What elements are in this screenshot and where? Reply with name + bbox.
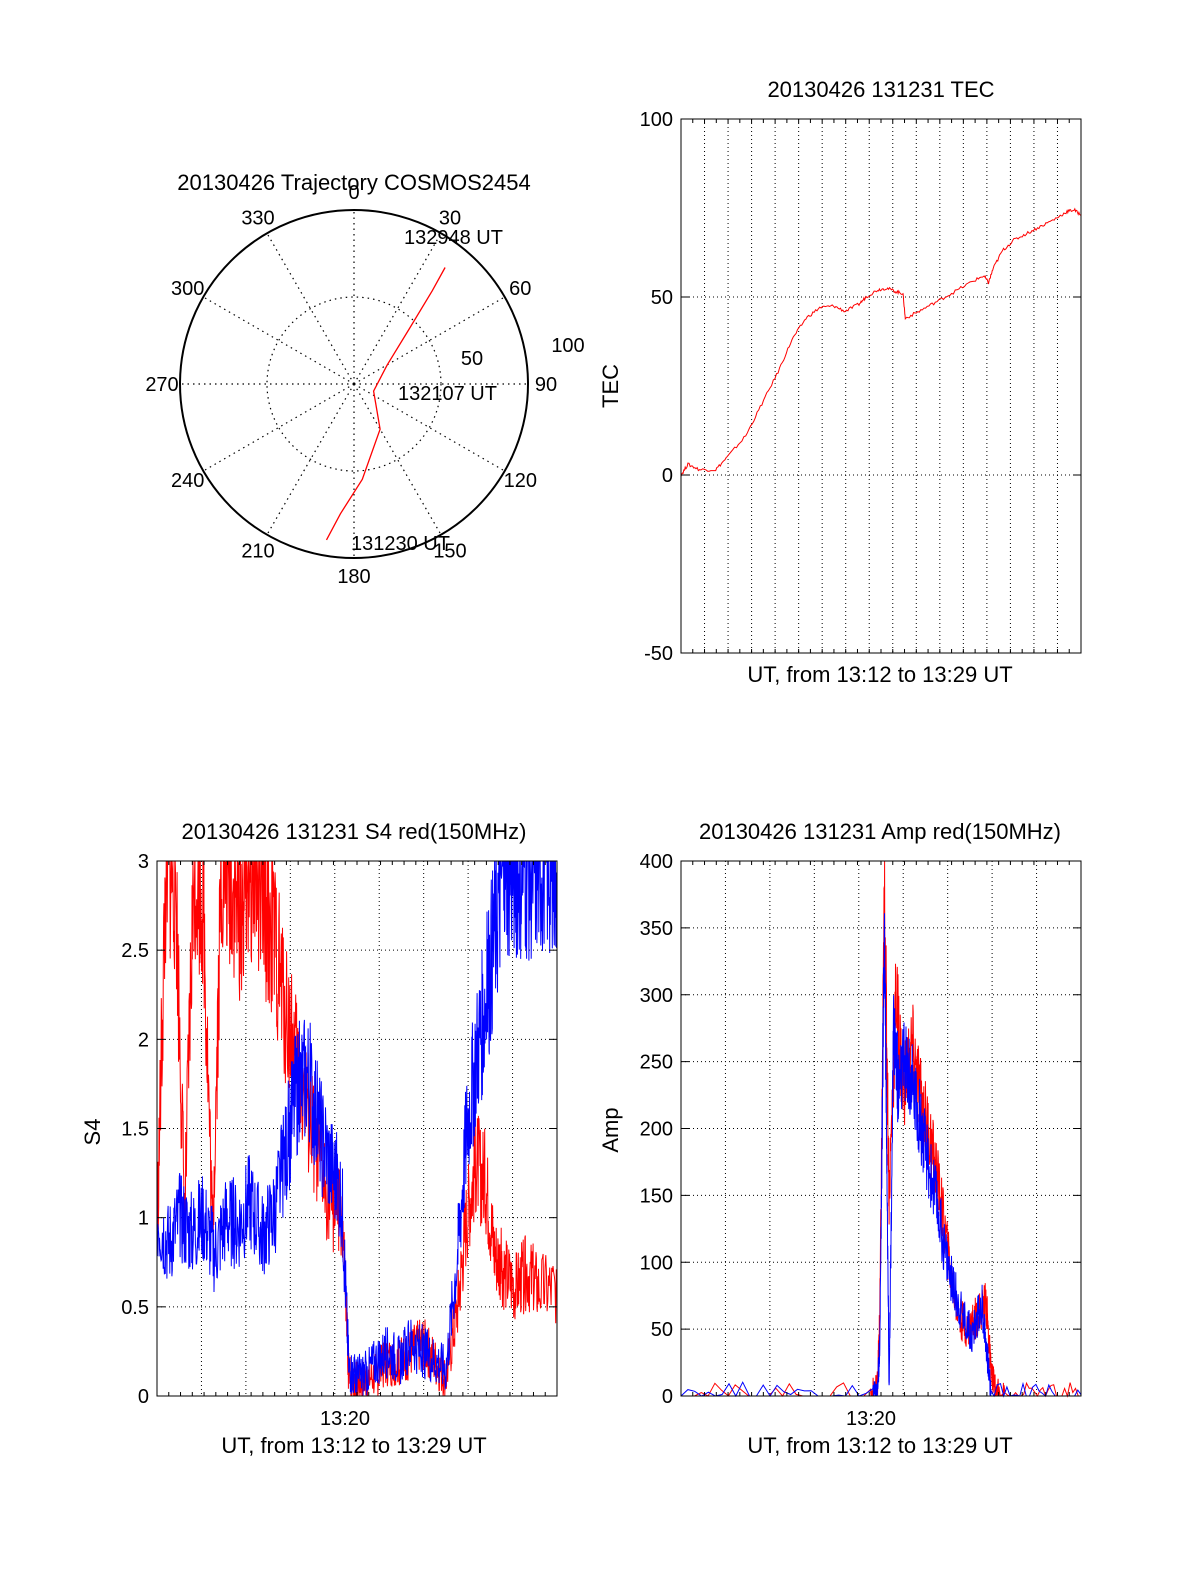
- y-tick-label: 400: [640, 851, 673, 873]
- polar-azimuth-label: 150: [433, 540, 466, 562]
- y-tick-label: 150: [640, 1185, 673, 1207]
- trajectory-panel: 20130426 Trajectory COSMOS2454 0 30 60 90 12…: [145, 170, 584, 588]
- y-tick-label: 0: [662, 465, 673, 487]
- y-tick-label: 0: [138, 1386, 149, 1408]
- series-line-blue: [680, 913, 1082, 1398]
- s4-xlabel: UT, from 13:12 to 13:29 UT: [221, 1433, 486, 1458]
- polar-azimuth-label: 60: [509, 278, 531, 300]
- s4-panel: 20130426 131231 S4 red(150MHz) 0 0.5 1 1.5 2…: [80, 819, 558, 1458]
- trajectory-mid-label: 132107 UT: [398, 383, 497, 405]
- y-tick-label: 50: [651, 1319, 673, 1341]
- y-tick-label: 50: [651, 287, 673, 309]
- polar-spoke-60: [353, 296, 505, 385]
- polar-azimuth-label: 30: [439, 208, 461, 230]
- polar-azimuth-label: 270: [145, 374, 178, 396]
- polar-azimuth-label: 180: [337, 566, 370, 588]
- polar-azimuth-label: 90: [535, 374, 557, 396]
- s4-ylabel: S4: [80, 1119, 105, 1146]
- tec-panel: 20130426 131231 TEC -50 0 50 100 TEC UT, fr…: [598, 77, 1082, 687]
- amp-grid: [681, 861, 1081, 1396]
- y-tick-label: 300: [640, 985, 673, 1007]
- y-tick-label: 350: [640, 918, 673, 940]
- y-tick-label: 2.5: [121, 940, 149, 962]
- tec-series: [680, 207, 1082, 477]
- polar-spoke-240: [203, 383, 355, 472]
- polar-spoke-150: [353, 383, 442, 535]
- y-tick-label: 100: [640, 109, 673, 131]
- s4-grid: [157, 861, 557, 1396]
- polar-azimuth-label: 0: [348, 182, 359, 204]
- amp-xtick-label: 13:20: [846, 1408, 896, 1430]
- amp-title: 20130426 131231 Amp red(150MHz): [699, 819, 1061, 844]
- polar-radius-label-100: 100: [551, 335, 584, 357]
- trajectory-series-line: [325, 267, 446, 541]
- polar-azimuth-label: 300: [171, 278, 204, 300]
- y-tick-label: 0: [662, 1386, 673, 1408]
- series-line-red: [156, 860, 558, 1397]
- tec-title: 20130426 131231 TEC: [767, 77, 994, 102]
- amp-series: [680, 860, 1082, 1398]
- y-tick-label: 3: [138, 851, 149, 873]
- y-tick-label: 2: [138, 1029, 149, 1051]
- y-tick-label: 250: [640, 1052, 673, 1074]
- polar-azimuth-label: 240: [171, 470, 204, 492]
- trajectory-end-label: 132948 UT: [404, 227, 503, 249]
- s4-xtick-label: 13:20: [320, 1408, 370, 1430]
- y-tick-label: 1.5: [121, 1119, 149, 1141]
- series-line-red: [680, 207, 1082, 477]
- y-tick-label: 100: [640, 1252, 673, 1274]
- polar-azimuth-labels: 0 30 60 90 120 150 180 210 240 270 300 330: [145, 182, 557, 588]
- polar-azimuth-label: 120: [504, 470, 537, 492]
- polar-spoke-300: [203, 296, 355, 385]
- polar-grid: [180, 210, 528, 558]
- tec-xlabel: UT, from 13:12 to 13:29 UT: [747, 662, 1012, 687]
- amp-xlabel: UT, from 13:12 to 13:29 UT: [747, 1433, 1012, 1458]
- polar-spoke-330: [266, 233, 355, 385]
- tec-y-ticks: -50 0 50 100: [640, 109, 1082, 665]
- polar-spoke-30: [353, 233, 442, 385]
- amp-panel: 20130426 131231 Amp red(150MHz) 0 50 100 15…: [598, 819, 1082, 1458]
- y-tick-label: -50: [644, 643, 673, 665]
- trajectory-title: 20130426 Trajectory COSMOS2454: [177, 170, 530, 195]
- polar-spoke-210: [266, 383, 355, 535]
- amp-y-ticks: 0 50 100 150 200 250 300 350 400: [640, 851, 1082, 1408]
- polar-trajectory-line: [325, 267, 446, 541]
- s4-y-ticks: 0 0.5 1 1.5 2 2.5 3: [121, 851, 558, 1408]
- y-tick-label: 1: [138, 1208, 149, 1230]
- s4-title: 20130426 131231 S4 red(150MHz): [182, 819, 527, 844]
- tec-plot-frame: [680, 118, 1082, 654]
- amp-ylabel: Amp: [598, 1107, 623, 1152]
- trajectory-start-label: 131230 UT: [351, 533, 450, 555]
- polar-radius-label-50: 50: [461, 348, 483, 370]
- polar-azimuth-label: 330: [241, 208, 274, 230]
- polar-outer-circle: [179, 209, 529, 559]
- polar-spoke-120: [353, 383, 505, 472]
- polar-inner-circle: [266, 296, 442, 472]
- tec-ylabel: TEC: [598, 364, 623, 408]
- tec-grid: [681, 119, 1081, 653]
- y-tick-label: 0.5: [121, 1297, 149, 1319]
- polar-azimuth-label: 210: [241, 540, 274, 562]
- y-tick-label: 200: [640, 1119, 673, 1141]
